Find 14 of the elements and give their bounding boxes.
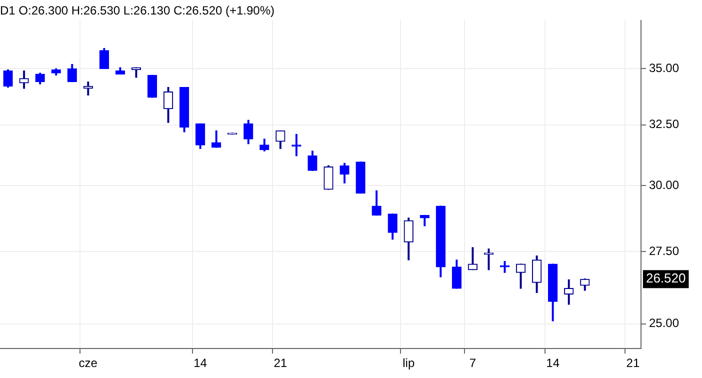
y-tick-label: 32.50 bbox=[648, 117, 680, 132]
y-tick-label: 30.00 bbox=[648, 178, 680, 192]
text: 26.520 bbox=[646, 270, 686, 286]
x-tick-label: 7 bbox=[469, 356, 476, 370]
y-tick-label: 25.00 bbox=[648, 316, 680, 330]
y-tick-label: 27.50 bbox=[648, 244, 680, 258]
y-tick-label: 35.00 bbox=[648, 60, 680, 75]
x-tick-label: 21 bbox=[626, 356, 640, 370]
x-tick-label: 14 bbox=[194, 356, 208, 370]
chart-title: D1 O:26.300 H:26.530 L:26.130 C:26.520 (+1.90%) bbox=[0, 4, 275, 18]
x-tick-label: 14 bbox=[546, 356, 560, 370]
x-tick-label: cze bbox=[78, 356, 98, 370]
x-tick-label: 21 bbox=[274, 356, 288, 370]
x-tick-label: lip bbox=[402, 356, 415, 370]
